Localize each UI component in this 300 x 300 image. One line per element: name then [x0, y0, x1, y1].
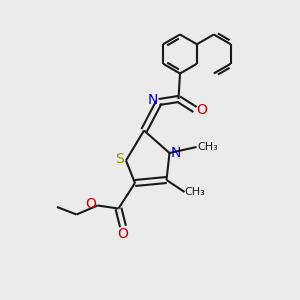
Text: O: O — [196, 103, 207, 116]
Text: CH₃: CH₃ — [184, 187, 206, 197]
Text: O: O — [118, 227, 128, 241]
Text: N: N — [147, 93, 158, 106]
Text: N: N — [171, 146, 181, 160]
Text: O: O — [85, 197, 96, 211]
Text: CH₃: CH₃ — [197, 142, 218, 152]
Text: S: S — [116, 152, 124, 166]
